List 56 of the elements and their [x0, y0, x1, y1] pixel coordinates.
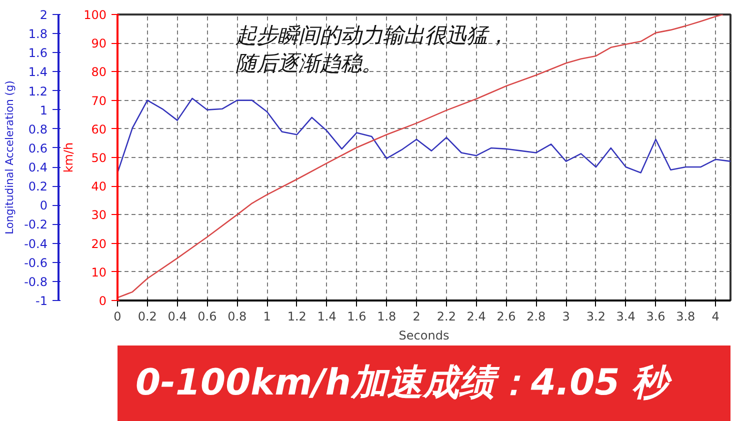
x-tick-label: 2.2: [436, 310, 456, 324]
y2-tick-label: -0.6: [24, 256, 48, 270]
y-axis-title: km/h: [62, 142, 76, 173]
x-tick-label: 3: [562, 310, 570, 324]
y-tick-label: 60: [91, 122, 107, 136]
y2-tick-label: 1.2: [28, 84, 48, 98]
y-tick-label: 40: [91, 180, 107, 194]
x-tick-label: 4: [712, 310, 720, 324]
y-tick-label: 80: [91, 65, 107, 80]
x-tick-label: 1.8: [377, 310, 396, 324]
y2-tick-label: 2: [40, 8, 48, 22]
x-axis-title: Seconds: [398, 328, 450, 342]
annotation: 起步瞬间的动力输出很迅猛，: [236, 24, 508, 48]
annotation: 随后逐渐趋稳。: [236, 52, 382, 76]
x-tick-label: 3.6: [646, 310, 666, 324]
y2-axis-title: Longitudinal Acceleration (g): [3, 80, 16, 234]
y-tick-label: 30: [91, 208, 107, 222]
x-tick-label: 0: [114, 310, 122, 324]
x-tick-label: 0.4: [168, 310, 187, 324]
x-tick-label: 2.6: [496, 310, 516, 324]
line-series: [118, 98, 730, 174]
y2-tick-label: 1.4: [28, 65, 48, 80]
x-tick-label: 3.4: [616, 310, 636, 324]
x-tick-label: 2: [412, 310, 420, 324]
y2-tick-label: 0.8: [28, 122, 48, 136]
x-tick-label: 3.8: [676, 310, 696, 324]
x-tick-label: 2.8: [526, 310, 546, 324]
y2-tick-label: 0.2: [28, 180, 48, 194]
y2-tick-label: -0.4: [24, 236, 48, 251]
x-tick-label: 0.2: [138, 310, 157, 324]
y2-tick-label: 0.6: [28, 141, 48, 156]
y-tick-label: 70: [91, 94, 107, 108]
y2-tick-label: 0: [40, 198, 48, 213]
y2-tick-label: -0.2: [24, 218, 48, 232]
y2-tick-label: 1: [40, 103, 48, 118]
line-series: [118, 14, 724, 298]
y-tick-label: 90: [91, 36, 107, 51]
x-tick-label: 1.2: [287, 310, 306, 324]
x-tick-label: 3.2: [586, 310, 606, 324]
x-tick-label: 0.6: [198, 310, 217, 324]
text: 0-100km/h加速成绩：4.05 秒: [136, 362, 674, 404]
y-tick-label: 100: [84, 8, 106, 22]
y-tick-label: 50: [91, 151, 107, 165]
x-tick-label: 1.4: [317, 310, 336, 324]
y-tick-label: 10: [91, 265, 107, 280]
x-tick-label: 1.6: [347, 310, 366, 324]
x-tick-label: 1: [263, 310, 271, 324]
y2-tick-label: -0.8: [24, 274, 48, 289]
x-tick-label: 2.4: [466, 310, 486, 324]
y-tick-label: 0: [98, 294, 107, 308]
y2-tick-label: -1: [36, 294, 48, 308]
y2-tick-label: 0.4: [28, 160, 48, 175]
y2-tick-label: 1.8: [28, 27, 48, 42]
y2-tick-label: 1.6: [28, 46, 48, 60]
y-tick-label: 20: [91, 236, 107, 251]
x-tick-label: 0.8: [228, 310, 247, 324]
